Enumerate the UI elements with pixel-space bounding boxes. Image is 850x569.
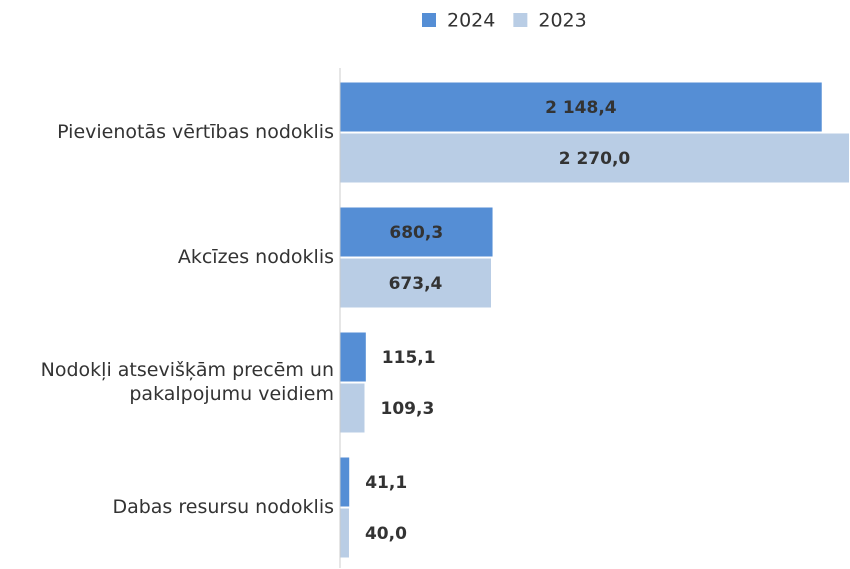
value-label: 673,4 bbox=[389, 274, 443, 294]
bar bbox=[340, 258, 491, 308]
category-label: Dabas resursu nodoklis bbox=[112, 495, 334, 518]
value-label: 115,1 bbox=[382, 348, 436, 368]
value-label: 40,0 bbox=[365, 524, 407, 544]
bar bbox=[340, 383, 365, 433]
value-label: 2 270,0 bbox=[559, 149, 631, 169]
category-label: Akcīzes nodoklis bbox=[177, 245, 334, 268]
legend-swatch bbox=[513, 13, 528, 27]
bar bbox=[340, 332, 366, 382]
bar bbox=[340, 457, 350, 507]
category-label: Pievienotās vērtības nodoklis bbox=[57, 120, 334, 143]
legend-swatch bbox=[422, 13, 436, 27]
bar bbox=[340, 508, 349, 558]
bar bbox=[340, 82, 822, 132]
value-label: 2 148,4 bbox=[545, 98, 617, 118]
category-label: Nodokļi atsevišķām precēm un pakalpojumu… bbox=[40, 358, 334, 405]
legend-label: 2024 bbox=[447, 10, 495, 32]
bar bbox=[340, 207, 493, 257]
value-label: 41,1 bbox=[365, 473, 407, 493]
value-label: 109,3 bbox=[381, 399, 435, 419]
value-label: 680,3 bbox=[389, 223, 443, 243]
legend-label: 2023 bbox=[538, 10, 586, 32]
bar bbox=[340, 133, 849, 183]
